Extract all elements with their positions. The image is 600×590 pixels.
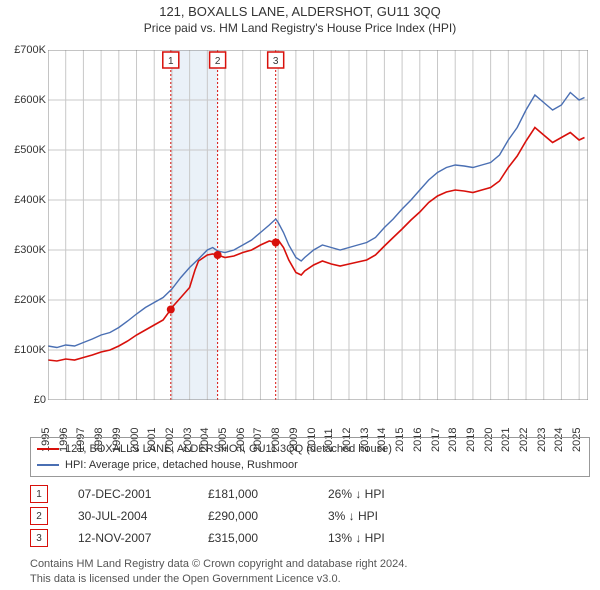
legend-row: 121, BOXALLS LANE, ALDERSHOT, GU11 3QQ (… (37, 441, 583, 457)
legend-row: HPI: Average price, detached house, Rush… (37, 457, 583, 473)
legend: 121, BOXALLS LANE, ALDERSHOT, GU11 3QQ (… (30, 437, 590, 477)
chart-area: 1 2 3 (48, 50, 588, 400)
y-tick-label: £600K (14, 94, 46, 106)
marker-diff: 13% ↓ HPI (328, 531, 448, 545)
marker-table: 1 07-DEC-2001£181,00026% ↓ HPI 2 30-JUL-200… (30, 483, 590, 549)
marker-number-box: 2 (30, 507, 48, 525)
marker-date: 07-DEC-2001 (78, 487, 208, 501)
marker-date: 12-NOV-2007 (78, 531, 208, 545)
svg-text:3: 3 (273, 56, 279, 67)
y-tick-label: £0 (34, 394, 46, 406)
marker-number-box: 1 (30, 485, 48, 503)
marker-date: 30-JUL-2004 (78, 509, 208, 523)
svg-text:2: 2 (215, 56, 221, 67)
legend-label: 121, BOXALLS LANE, ALDERSHOT, GU11 3QQ (… (65, 443, 392, 455)
chart-container: { "titles": { "line1": "121, BOXALLS LAN… (0, 0, 600, 590)
y-tick-label: £100K (14, 344, 46, 356)
marker-price: £181,000 (208, 487, 328, 501)
legend-swatch (37, 464, 59, 466)
y-axis: £0£100K£200K£300K£400K£500K£600K£700K (4, 50, 48, 400)
y-tick-label: £700K (14, 44, 46, 56)
marker-row: 2 30-JUL-2004£290,0003% ↓ HPI (30, 505, 590, 527)
svg-text:1: 1 (168, 56, 174, 67)
attrib-line1: Contains HM Land Registry data © Crown c… (30, 557, 590, 571)
y-tick-label: £200K (14, 294, 46, 306)
title-line2: Price paid vs. HM Land Registry's House … (0, 21, 600, 35)
footer: 121, BOXALLS LANE, ALDERSHOT, GU11 3QQ (… (30, 431, 590, 586)
marker-diff: 3% ↓ HPI (328, 509, 448, 523)
attribution: Contains HM Land Registry data © Crown c… (30, 557, 590, 586)
y-tick-label: £500K (14, 144, 46, 156)
attrib-line2: This data is licensed under the Open Gov… (30, 572, 590, 586)
marker-row: 3 12-NOV-2007£315,00013% ↓ HPI (30, 527, 590, 549)
marker-number-box: 3 (30, 529, 48, 547)
marker-price: £315,000 (208, 531, 328, 545)
title-line1: 121, BOXALLS LANE, ALDERSHOT, GU11 3QQ (0, 4, 600, 19)
y-tick-label: £300K (14, 244, 46, 256)
marker-price: £290,000 (208, 509, 328, 523)
legend-label: HPI: Average price, detached house, Rush… (65, 459, 298, 471)
marker-row: 1 07-DEC-2001£181,00026% ↓ HPI (30, 483, 590, 505)
legend-swatch (37, 448, 59, 450)
marker-diff: 26% ↓ HPI (328, 487, 448, 501)
titles: 121, BOXALLS LANE, ALDERSHOT, GU11 3QQ P… (0, 0, 600, 35)
y-tick-label: £400K (14, 194, 46, 206)
